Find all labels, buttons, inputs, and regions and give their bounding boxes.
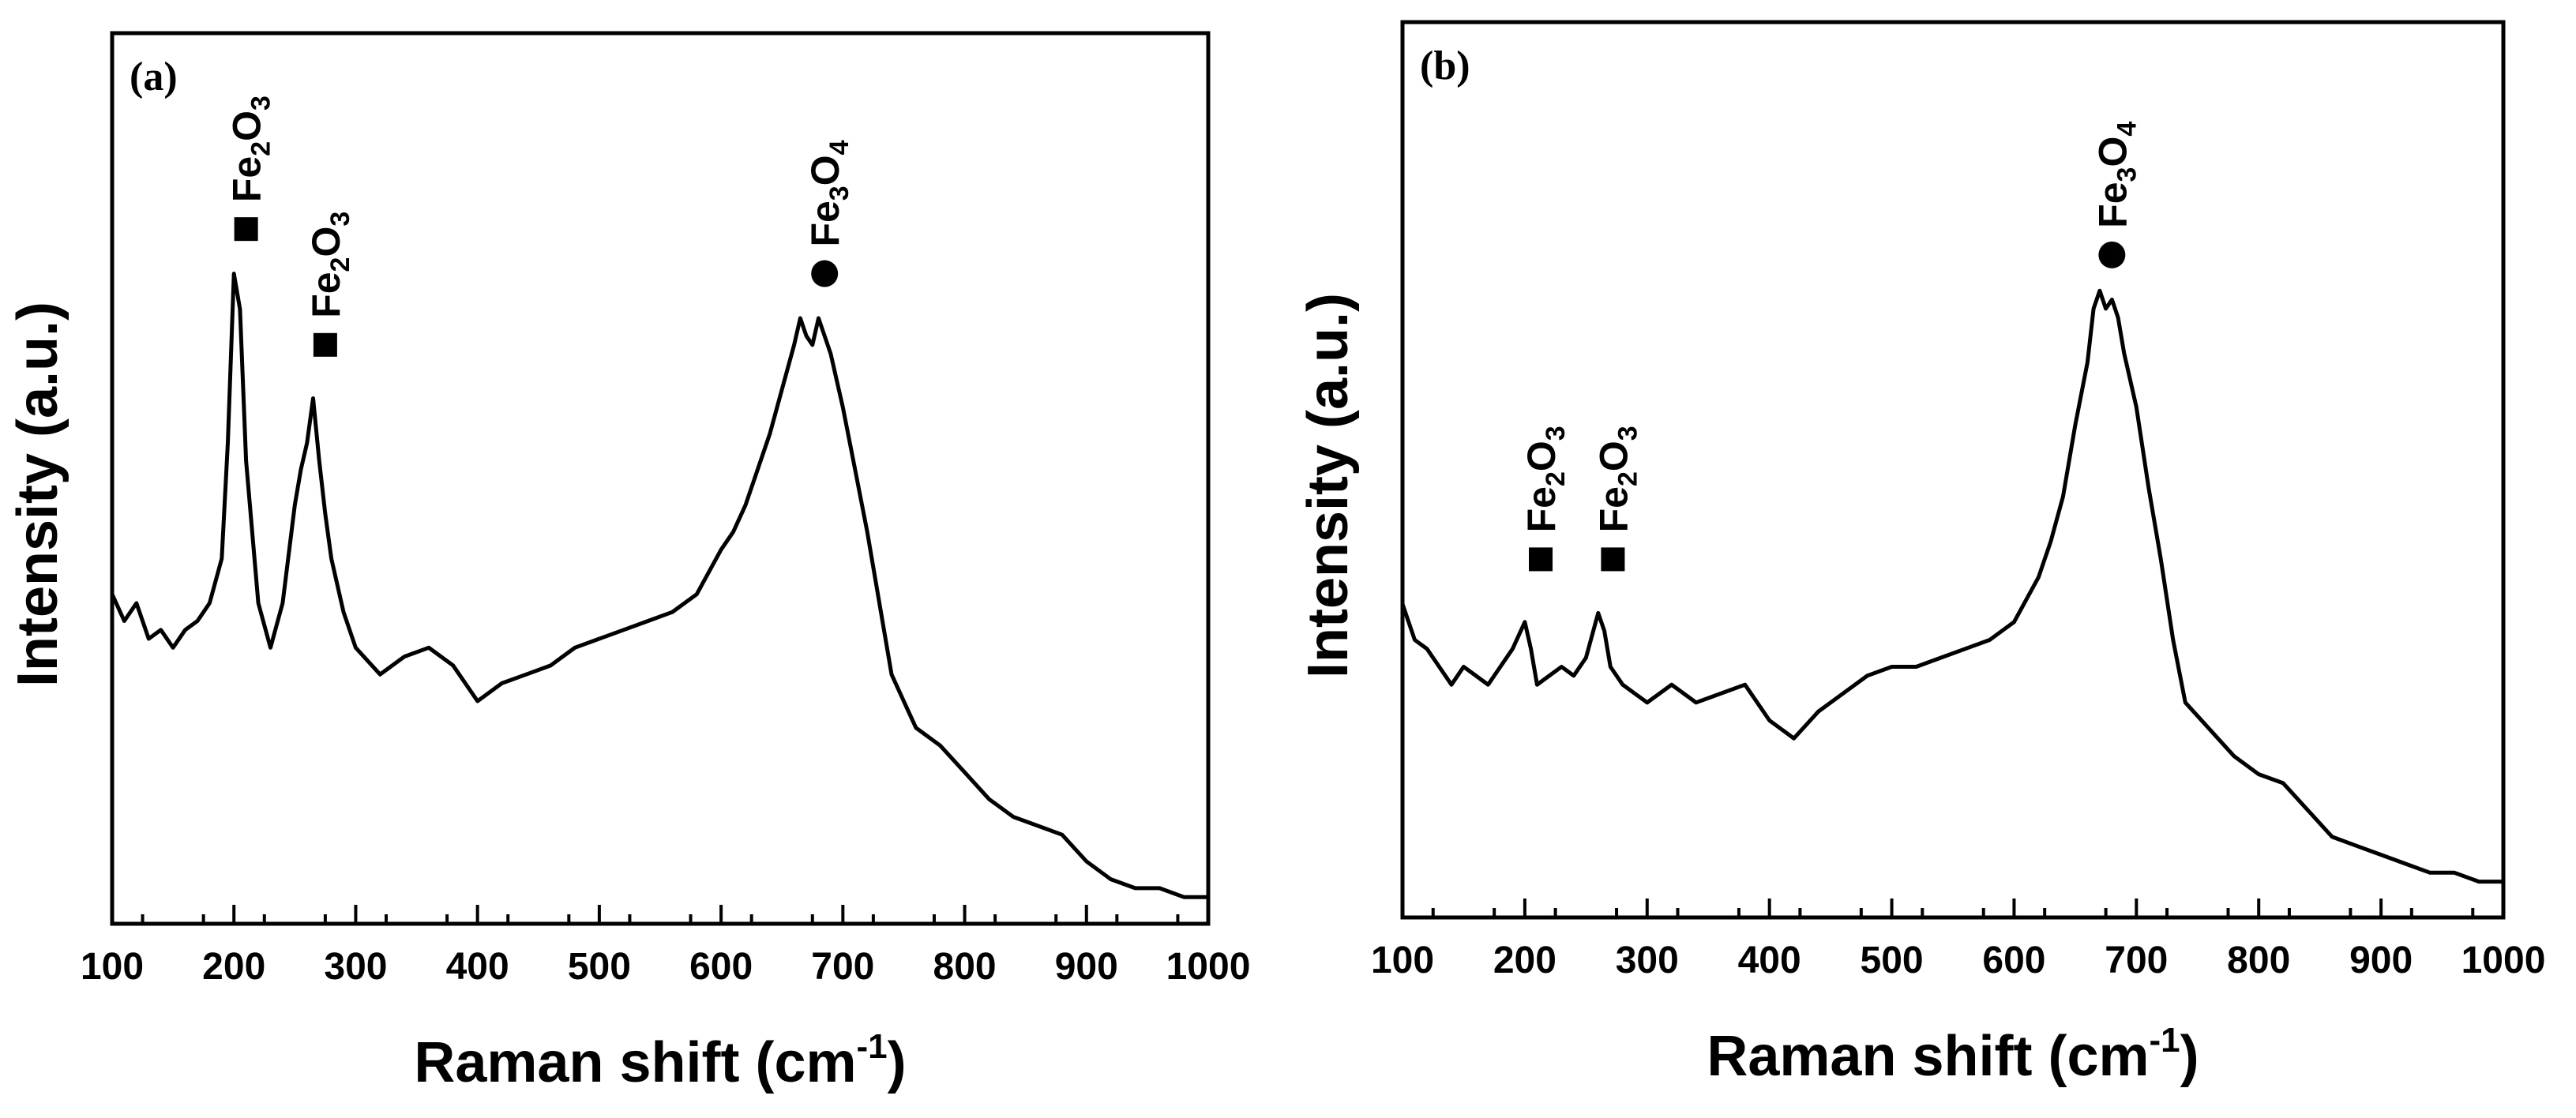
- x-tick-label: 1000: [2461, 940, 2546, 981]
- x-tick-label: 100: [1371, 940, 1434, 981]
- peak-annotation: Fe2O3: [1519, 426, 1571, 572]
- circle-marker-icon: [2098, 241, 2126, 268]
- peak-label: Fe2O3: [225, 96, 276, 202]
- y-axis-title: Intensity (a.u.): [1297, 293, 1360, 678]
- square-marker-icon: [1601, 547, 1625, 572]
- x-tick-label: 200: [202, 946, 265, 988]
- square-marker-icon: [313, 332, 337, 357]
- series-line-spectrum: [1400, 288, 2503, 884]
- x-axis-title: Raman shift (cm-1): [1707, 1021, 2199, 1088]
- peak-label: Fe2O3: [304, 212, 355, 318]
- plot-frame: [110, 31, 1211, 926]
- panel-label: (b): [1420, 43, 1470, 88]
- peak-annotation: Fe2O3: [304, 212, 355, 357]
- x-tick-label: 800: [2227, 940, 2290, 981]
- x-tick-label: 700: [811, 946, 874, 988]
- x-tick-label: 500: [568, 946, 631, 988]
- x-axis-title: Raman shift (cm-1): [414, 1027, 906, 1094]
- series-line-spectrum: [110, 272, 1208, 899]
- square-marker-icon: [1529, 547, 1553, 572]
- peak-annotation: Fe2O3: [225, 96, 276, 242]
- x-tick-label: 300: [1616, 940, 1679, 981]
- peak-annotation: Fe2O3: [1591, 426, 1643, 572]
- x-tick-label: 900: [2349, 940, 2413, 981]
- x-tick-label: 1000: [1166, 946, 1251, 988]
- x-tick-label: 400: [446, 946, 509, 988]
- panel-label: (a): [130, 54, 178, 99]
- peak-annotation: Fe3O4: [2090, 122, 2142, 268]
- x-tick-label: 600: [689, 946, 753, 988]
- peak-label: Fe3O4: [2090, 122, 2142, 228]
- plot-frame: [1400, 20, 2506, 920]
- circle-marker-icon: [811, 260, 839, 287]
- x-tick-label: 100: [81, 946, 144, 988]
- x-tick-label: 900: [1055, 946, 1118, 988]
- peak-annotation: Fe3O4: [803, 140, 854, 287]
- peak-label: Fe2O3: [1591, 426, 1643, 532]
- x-tick-label: 300: [324, 946, 387, 988]
- x-tick-label: 600: [1982, 940, 2045, 981]
- square-marker-icon: [234, 217, 258, 242]
- peak-label: Fe2O3: [1519, 426, 1571, 532]
- y-axis-title: Intensity (a.u.): [6, 302, 69, 687]
- panel-b: 100 200 300 400 500 600 700 800 900 1000 (b) Raman …: [1297, 20, 2546, 1088]
- x-tick-label: 500: [1861, 940, 1924, 981]
- x-tick-label: 700: [2105, 940, 2168, 981]
- panel-a: 100 200 300 400 500 600 700 800 900 1000 (a) Raman …: [6, 31, 1251, 1094]
- x-tick-label: 200: [1493, 940, 1556, 981]
- x-tick-label: 800: [933, 946, 997, 988]
- peak-label: Fe3O4: [803, 140, 854, 246]
- x-tick-label: 400: [1738, 940, 1801, 981]
